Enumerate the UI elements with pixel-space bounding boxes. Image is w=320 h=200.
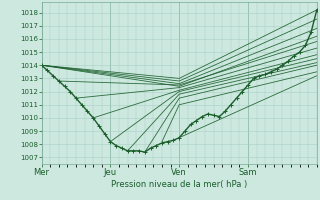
X-axis label: Pression niveau de la mer( hPa ): Pression niveau de la mer( hPa ) xyxy=(111,180,247,189)
